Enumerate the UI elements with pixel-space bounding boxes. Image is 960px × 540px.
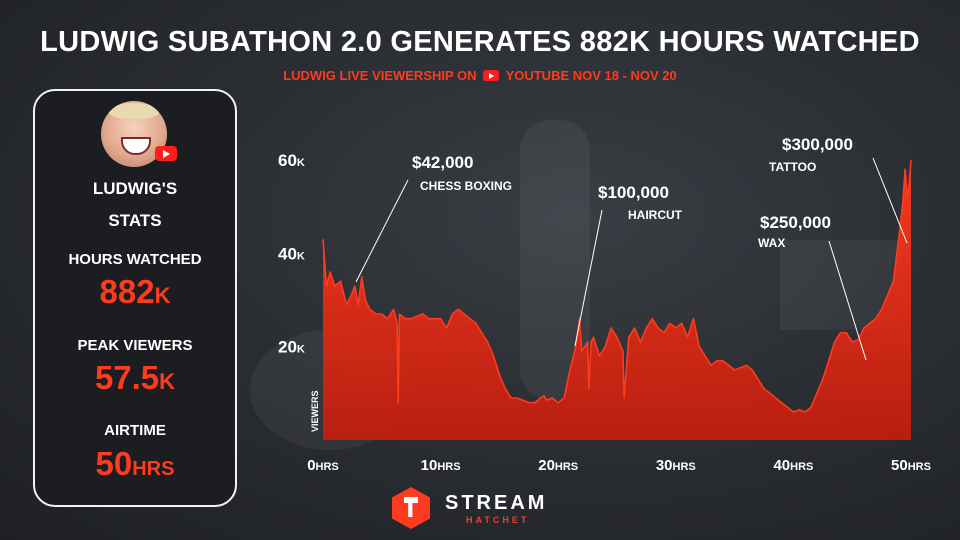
x-tick-label: 0HRS <box>307 457 339 474</box>
youtube-icon <box>483 70 500 81</box>
x-tick-label: 50HRS <box>891 457 931 474</box>
x-tick-number: 50 <box>891 457 908 474</box>
series-line-0 <box>322 159 912 413</box>
x-tick-number: 10 <box>421 457 438 474</box>
x-tick-label: 40HRS <box>773 457 813 474</box>
x-tick-number: 30 <box>656 457 673 474</box>
annotation-label: WAX <box>758 236 785 250</box>
stream-hatchet-logo: STREAM HATCHET <box>392 487 577 533</box>
series-area-0 <box>323 160 911 440</box>
annotation-label: HAIRCUT <box>628 208 683 222</box>
x-tick-unit: HRS <box>673 461 696 473</box>
annotation-label: CHESS BOXING <box>420 179 512 193</box>
stream-hatchet-logo-icon <box>392 487 430 529</box>
airtime-unit: HRS <box>132 458 175 480</box>
stats-heading-line1: LUDWIG'S <box>92 179 178 198</box>
peak-viewers-label: PEAK VIEWERS <box>77 337 193 354</box>
y-tick-label: 20K <box>278 338 305 357</box>
x-tick-unit: HRS <box>908 461 931 473</box>
page-subtitle: LUDWIG LIVE VIEWERSHIP ON YOUTUBE NOV 18… <box>0 68 960 83</box>
youtube-badge-icon <box>155 146 177 161</box>
x-tick-unit: HRS <box>316 461 339 473</box>
x-tick-unit: HRS <box>555 461 578 473</box>
y-tick-label: 40K <box>278 244 305 263</box>
annotation-value: $100,000 <box>598 183 669 202</box>
annotation-value: $250,000 <box>760 213 831 232</box>
x-tick-unit: HRS <box>790 461 813 473</box>
y-tick-unit: K <box>297 250 305 262</box>
annotation-leader-line <box>355 179 409 283</box>
annotation-leader-line <box>574 209 603 347</box>
annotation-value: $42,000 <box>412 153 473 172</box>
page-title: LUDWIG SUBATHON 2.0 GENERATES 882K HOURS… <box>40 26 920 58</box>
logo-word-hatchet: HATCHET <box>466 515 530 525</box>
annotation-leader-line <box>872 157 908 244</box>
hours-watched-value: 882K <box>35 273 235 311</box>
annotation-value: $300,000 <box>782 135 853 154</box>
x-tick-number: 40 <box>773 457 790 474</box>
avatar-hair <box>109 103 159 119</box>
peak-viewers-value: 57.5K <box>35 359 235 397</box>
airtime-number: 50 <box>95 445 133 482</box>
hours-watched-unit: K <box>154 283 171 308</box>
x-tick-unit: HRS <box>437 461 460 473</box>
x-tick-number: 0 <box>307 457 315 474</box>
avatar-smile <box>121 137 151 155</box>
y-tick-unit: K <box>297 157 305 169</box>
stats-heading-line2: STATS <box>108 211 162 230</box>
y-tick-number: 20 <box>278 338 297 357</box>
peak-viewers-number: 57.5 <box>94 359 160 396</box>
y-tick-number: 40 <box>278 244 297 263</box>
peak-viewers-unit: K <box>159 369 176 394</box>
hours-watched-label: HOURS WATCHED <box>68 251 202 268</box>
y-axis-title: VIEWERS <box>310 390 320 432</box>
annotation-label: TATTOO <box>769 160 816 174</box>
subtitle-right: YOUTUBE NOV 18 - NOV 20 <box>505 68 677 83</box>
x-tick-label: 30HRS <box>656 457 696 474</box>
x-tick-number: 20 <box>538 457 555 474</box>
x-tick-label: 20HRS <box>538 457 578 474</box>
y-tick-number: 60 <box>278 151 297 170</box>
annotation-leader-line <box>828 240 867 361</box>
x-tick-label: 10HRS <box>421 457 461 474</box>
y-tick-label: 60K <box>278 151 305 170</box>
y-tick-unit: K <box>297 344 305 356</box>
airtime-value: 50HRS <box>35 445 235 483</box>
stats-card: LUDWIG'S STATS HOURS WATCHED 882K PEAK V… <box>33 89 237 507</box>
hours-watched-number: 882 <box>99 273 155 310</box>
airtime-label: AIRTIME <box>104 422 166 439</box>
subtitle-left: LUDWIG LIVE VIEWERSHIP ON <box>283 68 477 83</box>
logo-word-stream: STREAM <box>445 492 548 514</box>
